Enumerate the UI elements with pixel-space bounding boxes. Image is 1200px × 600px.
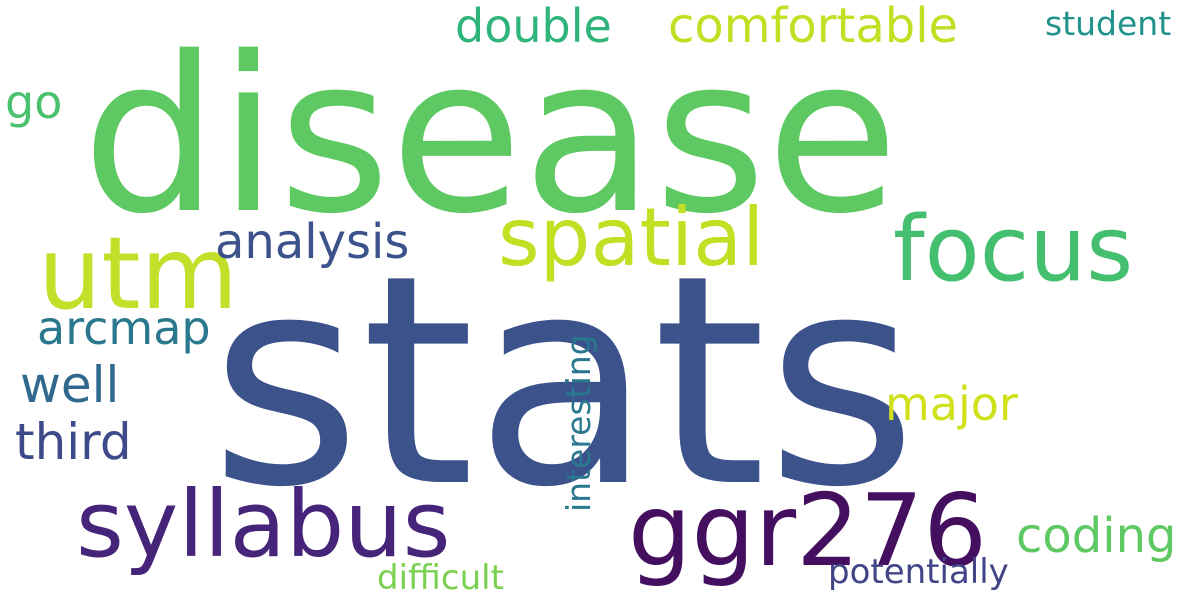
word-arcmap: arcmap xyxy=(37,301,211,355)
word-difficult: difficult xyxy=(377,558,504,598)
word-ggr276: ggr276 xyxy=(628,472,987,589)
word-coding: coding xyxy=(1016,508,1176,564)
word-stats: stats xyxy=(210,214,917,551)
word-go: go xyxy=(5,75,62,129)
word-major: major xyxy=(885,377,1018,431)
word-potentially: potentially xyxy=(828,552,1009,592)
word-well: well xyxy=(20,356,119,414)
word-comfortable: comfortable xyxy=(668,0,958,54)
word-interesting: interesting xyxy=(559,334,598,512)
word-double: double xyxy=(455,0,612,53)
word-focus: focus xyxy=(893,197,1133,302)
word-spatial: spatial xyxy=(498,191,764,284)
word-syllabus: syllabus xyxy=(76,471,451,578)
word-student: student xyxy=(1045,4,1171,43)
word-utm: utm xyxy=(38,215,238,332)
word-analysis: analysis xyxy=(215,214,409,270)
word-disease: disease xyxy=(82,10,899,261)
word-third: third xyxy=(15,413,132,471)
